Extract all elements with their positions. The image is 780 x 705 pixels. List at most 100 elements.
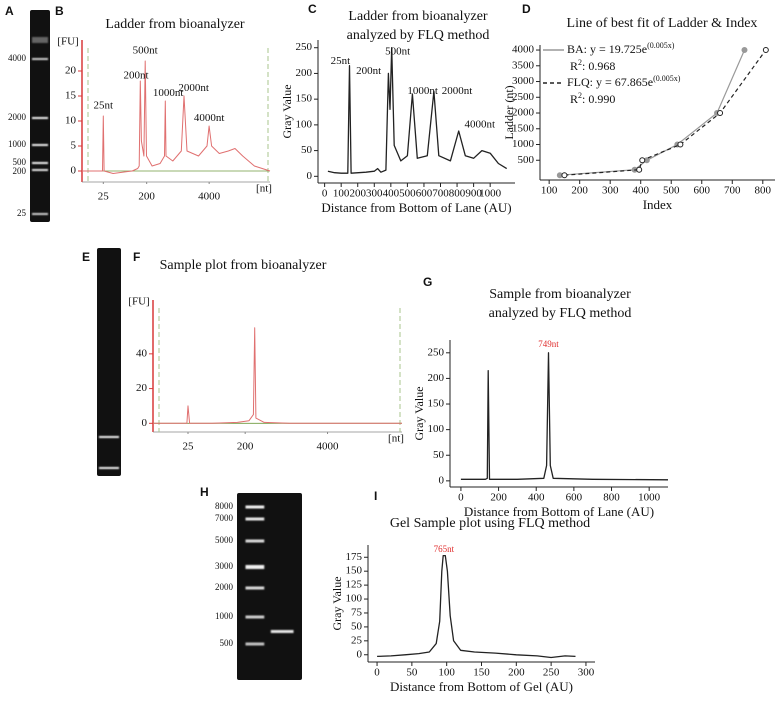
x-tick-label: 200 [490,492,507,504]
y-tick-label: 0 [307,170,313,182]
legend-r2: R2: 0.968 [570,58,615,73]
y-tick-label: 25 [351,634,363,646]
gel-band [245,586,265,590]
y-tick-label: 0 [71,165,77,177]
gel-band [245,642,265,646]
panel-letter: G [423,275,432,289]
panel-letter: I [374,489,377,503]
gel-band [99,467,119,469]
y-tick-label: 1000 [512,138,535,150]
y-tick-label: 100 [428,423,445,435]
y-tick-label: 200 [296,67,313,79]
peak-label: 200nt [356,65,381,77]
gel-size-label: 8000 [215,501,234,511]
legend-exponent: (0.005x) [653,74,681,83]
x-tick-label: 200 [349,188,366,200]
y-tick-label: 4000 [512,44,535,56]
x-tick-label: 0 [458,492,464,504]
gel-size-label: 4000 [8,53,27,63]
gel-size-label: 3000 [215,561,234,571]
gel-size-label: 2000 [8,112,27,122]
y-tick-label: 20 [136,382,148,394]
y-tick-label: 150 [428,398,445,410]
x-tick-label: 100 [333,188,350,200]
r2-sup: 2 [578,58,582,67]
y-tick-label: 250 [296,41,313,53]
gel-image [97,248,121,476]
x-tick-label: 900 [465,188,482,200]
y-tick-label: 10 [65,115,77,127]
fit-line [564,49,767,176]
x-tick-label: 25 [183,441,195,453]
gel-band [32,117,48,119]
x-tick-label: 50 [406,667,418,679]
x-tick-label: 1000 [479,188,502,200]
legend-exponent: (0.005x) [647,41,675,50]
y-axis-title: Ladder (nt) [502,85,516,139]
data-point [636,166,643,173]
gel-band [245,615,265,619]
y-axis-title: [FU] [57,36,78,48]
y-tick-label: 175 [346,551,363,563]
y-tick-label: 3500 [512,59,535,71]
x-tick-label: 100 [541,185,558,197]
x-tick-label: 200 [571,185,588,197]
trace-line [377,554,576,659]
gel-band [270,630,294,633]
x-axis-title: Distance from Bottom of Lane (AU) [321,200,511,215]
chart-title: Sample plot from bioanalyzer [160,258,327,273]
y-tick-label: 5 [71,140,77,152]
y-tick-label: 0 [439,474,445,486]
gel-size-label: 7000 [215,513,234,523]
chart-title: analyzed by FLQ method [347,28,490,43]
panel-letter: C [308,2,317,16]
x-tick-label: 4000 [317,441,340,453]
trace-line [460,352,669,481]
y-tick-label: 0 [357,648,363,660]
peak-label: 500nt [133,45,158,57]
chart-title: analyzed by FLQ method [489,306,632,321]
data-point [741,47,748,54]
x-tick-label: 600 [566,492,583,504]
x-tick-label: 600 [416,188,433,200]
legend-label: FLQ: y = 67.865e(0.005x) [567,74,681,89]
x-tick-label: 800 [755,185,772,197]
x-tick-label: 200 [237,441,254,453]
x-tick-label: 200 [138,191,155,203]
x-tick-label: 300 [366,188,383,200]
x-axis-title: [nt] [388,433,404,445]
trace-line [82,60,271,174]
gel-size-label: 2000 [215,582,234,592]
peak-label: 2000nt [442,85,473,97]
chart-title: Ladder from bioanalyzer [105,17,244,32]
gel-size-label: 500 [220,638,234,648]
y-tick-label: 100 [296,118,313,130]
x-tick-label: 300 [578,667,595,679]
y-tick-label: 2500 [512,91,535,103]
y-tick-label: 40 [136,347,148,359]
x-tick-label: 800 [603,492,620,504]
y-tick-label: 50 [351,620,363,632]
x-tick-label: 800 [449,188,466,200]
x-tick-label: 100 [438,667,455,679]
peak-label: 4000nt [464,118,495,130]
x-tick-label: 500 [399,188,416,200]
x-tick-label: 150 [473,667,490,679]
legend-text: FLQ: y = 67.865e [567,75,653,89]
legend-r2: R2: 0.990 [570,91,615,106]
panel-letter: F [133,250,140,264]
gel-band [32,58,48,60]
y-tick-label: 1500 [512,122,535,134]
y-tick-label: 250 [428,346,445,358]
r2-sup: 2 [578,91,582,100]
x-tick-label: 1000 [638,492,661,504]
gel-band [245,539,265,543]
x-tick-label: 400 [383,188,400,200]
y-tick-label: 50 [433,449,445,461]
peak-label: 25nt [94,100,114,112]
r2-text: R [570,59,578,73]
x-axis-title: Distance from Bottom of Lane (AU) [464,504,654,519]
gel-band [245,517,265,521]
data-point [762,47,769,54]
